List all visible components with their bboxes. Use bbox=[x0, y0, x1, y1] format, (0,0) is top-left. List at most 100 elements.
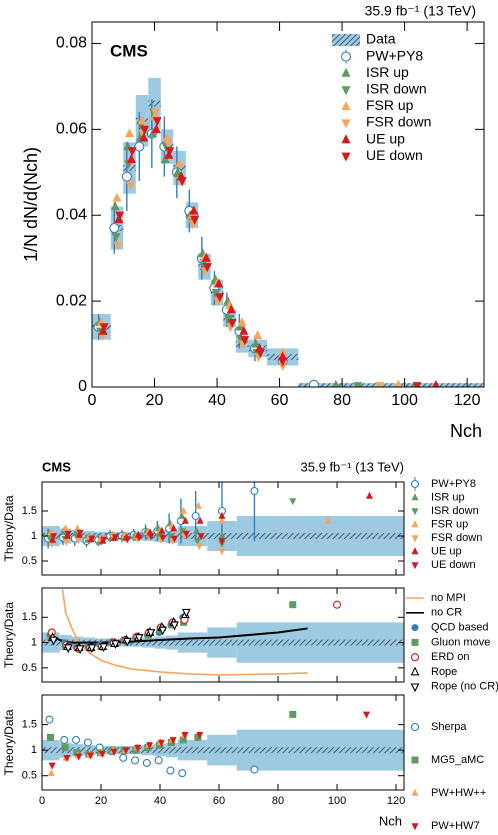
marker bbox=[177, 177, 187, 187]
marker bbox=[113, 241, 123, 251]
legend-label: Rope bbox=[431, 666, 457, 678]
marker bbox=[214, 278, 224, 288]
marker bbox=[45, 715, 54, 724]
marker bbox=[412, 382, 422, 387]
marker bbox=[119, 753, 128, 762]
marker bbox=[353, 382, 363, 387]
marker bbox=[308, 379, 319, 387]
marker bbox=[111, 640, 120, 650]
marker bbox=[341, 134, 351, 144]
marker bbox=[147, 533, 155, 541]
legend-label: ISR down bbox=[431, 505, 479, 517]
marker bbox=[170, 524, 178, 532]
y-tick-label: 1.5 bbox=[22, 505, 37, 517]
data-value bbox=[123, 165, 136, 171]
marker bbox=[150, 108, 160, 118]
marker bbox=[166, 766, 175, 775]
marker bbox=[332, 379, 340, 387]
marker bbox=[178, 511, 186, 519]
marker bbox=[196, 516, 204, 524]
legend-label: no CR bbox=[431, 607, 462, 619]
data-reference bbox=[42, 747, 404, 754]
marker bbox=[157, 739, 165, 747]
marker bbox=[165, 147, 175, 157]
marker bbox=[63, 755, 71, 763]
marker bbox=[218, 538, 226, 546]
marker bbox=[375, 382, 385, 387]
legend-label: PW+PY8 bbox=[431, 478, 476, 490]
legend-label: ISR up bbox=[366, 64, 409, 80]
marker bbox=[134, 141, 145, 152]
marker bbox=[278, 357, 288, 367]
y-axis-label: 1/N dN/d(Nch) bbox=[21, 147, 41, 262]
x-tick-label: 80 bbox=[272, 795, 284, 807]
marker bbox=[215, 293, 225, 303]
panel: 0.5 1 1.5 0 20 40 60 80 100 120 Theory/Data Nch Sher… bbox=[2, 694, 486, 832]
marker bbox=[218, 548, 226, 556]
marker bbox=[63, 644, 73, 654]
y-tick-label: 0.08 bbox=[56, 35, 87, 52]
marker bbox=[75, 753, 83, 761]
luminosity: 35.9 fb⁻¹ (13 TeV) bbox=[301, 459, 404, 474]
marker bbox=[411, 756, 419, 764]
marker bbox=[340, 51, 352, 62]
data-reference bbox=[42, 639, 404, 646]
luminosity: 35.9 fb⁻¹ (13 TeV) bbox=[365, 3, 476, 19]
panel: 0 0.02 0.04 0.06 0.08 0 20 40 60 80 100 120 CMS 35.9 … bbox=[21, 3, 485, 441]
marker bbox=[394, 379, 403, 387]
y-tick-label: 0.5 bbox=[22, 770, 37, 782]
marker bbox=[169, 737, 177, 745]
marker bbox=[227, 318, 237, 328]
marker bbox=[411, 638, 419, 646]
legend-label: ERD on bbox=[431, 651, 470, 663]
marker bbox=[62, 524, 70, 532]
marker bbox=[171, 535, 179, 543]
marker bbox=[46, 733, 54, 741]
marker bbox=[182, 530, 190, 538]
marker bbox=[48, 762, 56, 770]
marker bbox=[49, 636, 58, 646]
marker bbox=[146, 629, 156, 638]
marker bbox=[134, 634, 144, 643]
plot-area bbox=[42, 589, 404, 676]
marker bbox=[341, 67, 351, 77]
legend-label: FSR down bbox=[431, 532, 482, 544]
marker bbox=[411, 535, 419, 543]
marker bbox=[193, 526, 201, 534]
legend-label: Gluon move bbox=[431, 636, 490, 648]
x-tick-label: 0 bbox=[39, 795, 45, 807]
marker bbox=[87, 644, 97, 654]
marker bbox=[49, 535, 57, 543]
y-tick-label: 0.5 bbox=[22, 555, 37, 567]
marker bbox=[363, 711, 371, 719]
marker bbox=[159, 534, 167, 542]
x-tick-label: 20 bbox=[95, 795, 107, 807]
marker bbox=[410, 653, 420, 662]
marker bbox=[72, 735, 81, 744]
marker bbox=[253, 330, 263, 340]
marker bbox=[112, 192, 122, 202]
marker bbox=[115, 211, 125, 221]
x-tick-label: 120 bbox=[454, 392, 481, 409]
marker bbox=[126, 154, 136, 164]
marker bbox=[239, 325, 249, 335]
legend-label: PW+HW++ bbox=[431, 787, 486, 799]
marker bbox=[175, 158, 185, 168]
marker bbox=[151, 123, 161, 133]
legend-label: no MPI bbox=[431, 592, 466, 604]
marker bbox=[237, 317, 247, 327]
marker bbox=[178, 769, 187, 778]
marker bbox=[411, 562, 419, 570]
plot-area bbox=[42, 482, 404, 556]
plot-area bbox=[92, 77, 484, 387]
x-axis-label: Nch bbox=[450, 421, 482, 441]
y-tick-label: 0 bbox=[78, 378, 87, 395]
data-value bbox=[148, 100, 161, 107]
marker bbox=[63, 539, 71, 547]
marker bbox=[61, 744, 69, 752]
x-tick-label: 80 bbox=[333, 392, 351, 409]
legend-label: FSR up bbox=[366, 97, 414, 113]
marker bbox=[121, 171, 132, 182]
marker bbox=[112, 534, 120, 542]
plot-area bbox=[42, 710, 404, 778]
